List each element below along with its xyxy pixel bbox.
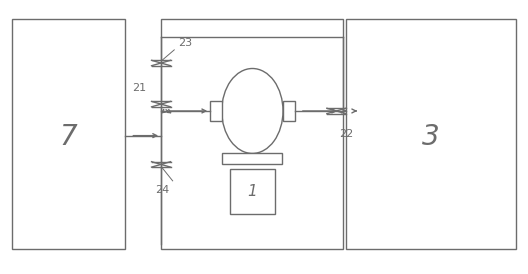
- Bar: [210, 101, 222, 121]
- Bar: [283, 101, 295, 121]
- Bar: [222, 153, 282, 164]
- Text: 22: 22: [339, 129, 353, 139]
- Text: 24: 24: [155, 185, 169, 195]
- Text: 3: 3: [422, 123, 440, 151]
- Text: 7: 7: [60, 123, 77, 151]
- Bar: [12, 19, 125, 249]
- Bar: [230, 169, 275, 214]
- Bar: [161, 19, 343, 249]
- Bar: [346, 19, 516, 249]
- Text: 1: 1: [248, 184, 257, 199]
- Ellipse shape: [222, 68, 283, 153]
- Text: 23: 23: [178, 38, 192, 48]
- Text: 21: 21: [132, 83, 146, 93]
